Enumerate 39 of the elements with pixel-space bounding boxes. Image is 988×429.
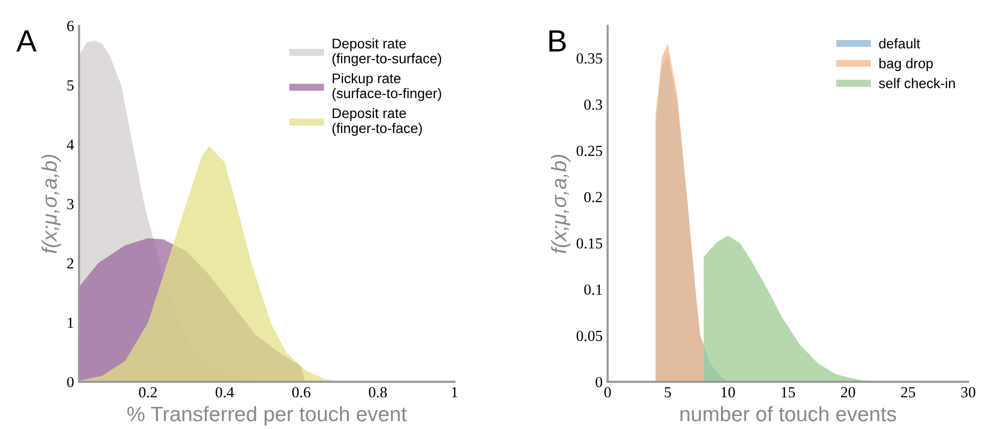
x-tick-label: 15	[782, 387, 795, 398]
legend-label: self check-in	[878, 78, 955, 88]
y-axis-title: f(x;μ,σ,a,b)	[551, 154, 570, 254]
y-tick-label: 0.35	[576, 53, 602, 64]
y-tick-label: 4	[66, 140, 74, 150]
y-tick-label: 0	[596, 376, 602, 388]
x-tick-label: 10	[722, 387, 735, 398]
x-tick-label: 0.6	[292, 387, 310, 398]
y-tick-label: 3	[67, 198, 74, 210]
x-tick-label: 0	[604, 387, 611, 398]
y-tick-label: 2	[67, 258, 74, 268]
y-tick-label: 6	[67, 20, 74, 32]
x-tick-label: 0.8	[368, 387, 387, 398]
y-axis-title: f(x;μ,σ,a,b)	[42, 154, 61, 254]
text: B	[549, 30, 566, 52]
text: A	[16, 30, 37, 52]
x-axis-title: number of touch events	[680, 406, 896, 422]
y-tick-label: 0.2	[584, 192, 602, 202]
legend-label: Deposit rate (finger-to-face)	[332, 108, 422, 136]
x-tick-label: 0.2	[139, 387, 157, 398]
y-tick-label: 0.1	[584, 284, 602, 295]
y-tick-label: 0.05	[576, 330, 602, 342]
legend-label: Deposit rate (finger-to-surface)	[332, 38, 442, 66]
x-tick-label: 20	[841, 387, 856, 398]
legend-label: default	[879, 38, 920, 48]
x-tick-label: 30	[961, 387, 976, 398]
y-tick-label: 1	[68, 318, 74, 328]
legend-label: bag drop	[879, 58, 933, 72]
x-axis-title: % Transferred per touch event	[127, 406, 407, 426]
y-tick-label: 0.25	[576, 146, 602, 156]
y-tick-label: 0.15	[576, 238, 602, 249]
x-tick-label: 1	[452, 387, 458, 398]
y-tick-label: 0	[67, 376, 74, 388]
y-tick-label: 0.3	[584, 99, 602, 110]
x-tick-label: 5	[664, 387, 671, 398]
x-tick-label: 0.4	[216, 387, 234, 398]
y-tick-label: 5	[67, 80, 74, 91]
x-tick-label: 25	[901, 387, 916, 398]
legend-label: Pickup rate (surface-to-finger)	[332, 73, 442, 101]
